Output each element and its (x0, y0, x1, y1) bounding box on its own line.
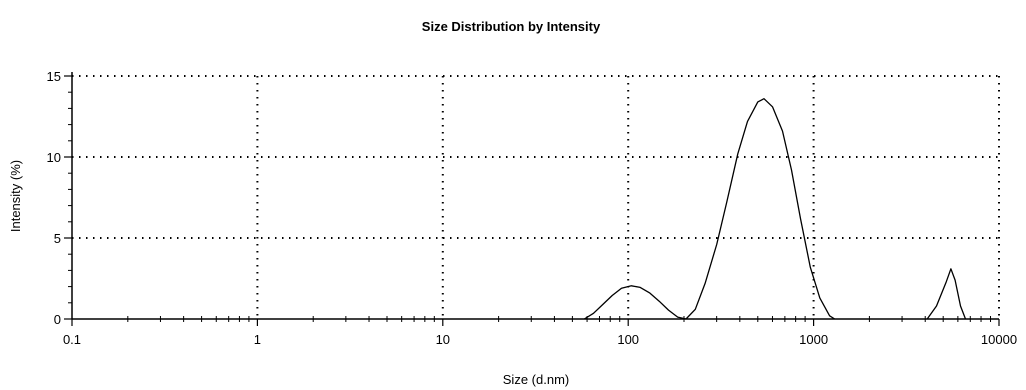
y-tick-label: 15 (47, 69, 61, 84)
y-ticks: 0 5 10 15 (47, 69, 72, 327)
x-tick-label: 10000 (981, 332, 1017, 347)
y-tick-label: 10 (47, 150, 61, 165)
y-tick-label: 0 (54, 312, 61, 327)
x-axis-label: Size (d.nm) (503, 372, 569, 387)
chart-title: Size Distribution by Intensity (422, 19, 601, 34)
x-tick-label: 100 (617, 332, 639, 347)
y-tick-label: 5 (54, 231, 61, 246)
distribution-peak-line (685, 98, 836, 320)
y-axis-label: Intensity (%) (8, 160, 23, 232)
axes (71, 72, 999, 320)
series-lines (583, 98, 967, 320)
x-tick-label: 0.1 (63, 332, 81, 347)
x-tick-label: 10 (436, 332, 450, 347)
x-ticks: 0.1 1 10 100 1000 10000 (63, 316, 1017, 347)
distribution-peak-line (926, 268, 967, 320)
distribution-peak-line (583, 285, 687, 320)
x-tick-label: 1 (254, 332, 261, 347)
x-tick-label: 1000 (799, 332, 828, 347)
grid-lines (72, 75, 1000, 319)
